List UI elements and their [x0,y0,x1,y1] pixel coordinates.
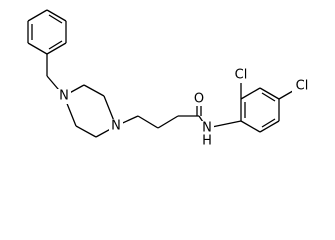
atom-label: Cl [235,68,248,83]
atom-label: N [59,89,69,104]
atom-label: O [194,92,204,107]
atom-label: Cl [296,79,309,94]
atom-labels: N N O N H Cl Cl [57,68,312,149]
atom-label: H [202,134,212,149]
atom-label: N [111,119,121,134]
molecule-diagram: N N O N H Cl Cl [27,9,312,149]
bonds [27,9,299,138]
atom-label: N [202,121,212,136]
